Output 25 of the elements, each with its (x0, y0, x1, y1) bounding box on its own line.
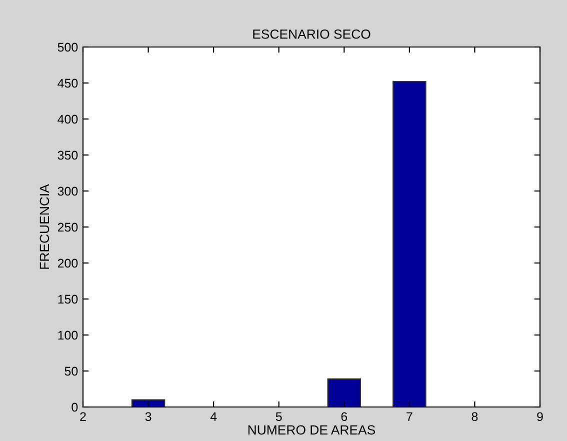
y-tick-label: 400 (58, 114, 78, 124)
y-tick-label: 50 (64, 366, 78, 376)
y-tick-label: 300 (58, 186, 78, 196)
bar (327, 378, 362, 407)
x-tick-label: 4 (210, 412, 217, 421)
bar (131, 399, 166, 407)
x-tick-label: 2 (80, 412, 86, 421)
y-axis-title: FRECUENCIA (40, 184, 50, 269)
x-tick-label: 5 (276, 412, 282, 422)
y-tick-label: 500 (58, 42, 78, 52)
x-axis-title: NUMERO DE AREAS (248, 425, 376, 435)
bar (392, 81, 426, 407)
y-tick-label: 350 (58, 150, 78, 160)
x-tick-label: 9 (537, 412, 543, 422)
x-tick-label: 8 (472, 412, 478, 422)
y-tick-label: 0 (72, 402, 78, 412)
y-tick-label: 100 (58, 330, 78, 340)
y-tick-label: 150 (58, 294, 78, 304)
y-tick-label: 200 (58, 258, 78, 268)
x-tick-label: 6 (341, 412, 348, 422)
y-tick-label: 450 (58, 78, 78, 88)
x-tick-label: 3 (145, 412, 152, 422)
chart-title: ESCENARIO SECO (253, 29, 370, 39)
y-tick-label: 250 (58, 222, 78, 232)
x-tick-label: 7 (406, 412, 412, 421)
